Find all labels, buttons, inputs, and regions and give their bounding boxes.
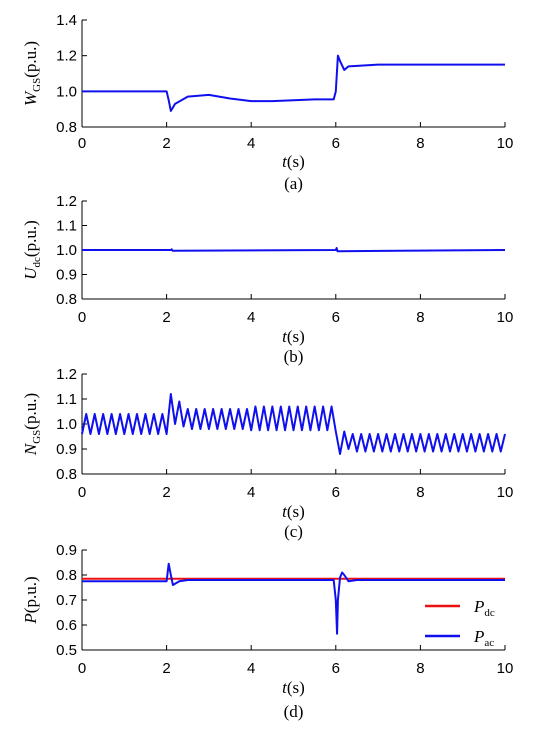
y-tick-label: 0.8 — [56, 466, 77, 483]
x-label-main: t — [282, 502, 288, 521]
y-label-main: U — [21, 266, 40, 280]
y-axis-label: WGS(p.u.) — [21, 41, 43, 106]
x-tick-label: 2 — [162, 135, 170, 152]
x-tick-label: 8 — [416, 660, 424, 677]
x-tick-label: 10 — [497, 309, 514, 326]
x-tick-label: 2 — [162, 309, 170, 326]
legend-sub: dc — [484, 607, 495, 619]
x-label-unit: (s) — [287, 152, 305, 171]
y-axis-label: NGS(p.u.) — [21, 393, 43, 456]
x-tick-label: 4 — [247, 660, 255, 677]
x-tick-label: 8 — [416, 484, 424, 501]
x-tick-label: 6 — [332, 660, 340, 677]
y-tick-label: 1.1 — [56, 391, 77, 408]
x-tick-label: 8 — [416, 309, 424, 326]
data-line — [82, 54, 505, 112]
x-tick-label: 0 — [78, 309, 86, 326]
x-tick-label: 10 — [497, 484, 514, 501]
y-label-main: P — [21, 613, 40, 624]
y-tick-label: 0.8 — [56, 567, 77, 584]
y-label-sub: dc — [31, 257, 43, 268]
y-tick-label: 0.9 — [56, 441, 77, 458]
y-label-sub: GS — [31, 430, 43, 444]
x-tick-label: 10 — [497, 135, 514, 152]
y-tick-label: 0.7 — [56, 592, 77, 609]
x-tick-label: 6 — [332, 484, 340, 501]
caption: (b) — [284, 347, 304, 366]
legend-sub: ac — [484, 637, 494, 649]
y-tick-label: 1.0 — [56, 416, 77, 433]
y-tick-label: 1.1 — [56, 218, 77, 235]
y-label-main: N — [21, 442, 40, 456]
y-axis-label: P(p.u.) — [21, 576, 40, 624]
x-tick-label: 4 — [247, 484, 255, 501]
x-axis-label: t(s) — [282, 152, 305, 171]
y-tick-label: 1.0 — [56, 83, 77, 100]
x-label-main: t — [282, 152, 288, 171]
legend-main: P — [473, 627, 484, 646]
x-tick-label: 10 — [497, 660, 514, 677]
y-tick-label: 0.9 — [56, 267, 77, 284]
x-label-unit: (s) — [287, 678, 305, 697]
legend-label: Pac — [473, 627, 494, 649]
y-tick-label: 0.5 — [56, 642, 77, 659]
x-tick-label: 0 — [78, 135, 86, 152]
y-tick-label: 1.2 — [56, 366, 77, 383]
caption: (a) — [284, 174, 303, 193]
caption: (c) — [284, 522, 303, 541]
y-label-main: W — [21, 90, 40, 106]
y-label-sub: GS — [31, 78, 43, 92]
caption: (d) — [284, 702, 304, 721]
x-label-main: t — [282, 678, 288, 697]
x-axis-label: t(s) — [282, 327, 305, 346]
x-axis-label: t(s) — [282, 502, 305, 521]
x-tick-label: 4 — [247, 309, 255, 326]
y-tick-label: 0.9 — [56, 542, 77, 559]
y-tick-label: 0.8 — [56, 119, 77, 136]
x-tick-label: 0 — [78, 484, 86, 501]
y-tick-label: 1.2 — [56, 48, 77, 65]
x-label-unit: (s) — [287, 502, 305, 521]
data-line — [82, 562, 505, 635]
x-tick-label: 4 — [247, 135, 255, 152]
y-label-unit: (p.u.) — [21, 576, 40, 613]
data-line — [82, 247, 506, 253]
y-label-unit: (p.u.) — [21, 393, 40, 430]
x-label-main: t — [282, 327, 288, 346]
x-tick-label: 6 — [332, 309, 340, 326]
y-label-unit: (p.u.) — [21, 220, 40, 257]
legend-main: P — [473, 597, 484, 616]
y-tick-label: 1.2 — [56, 193, 77, 210]
x-tick-label: 2 — [162, 660, 170, 677]
data-line — [81, 393, 506, 455]
y-axis-label: Udc(p.u.) — [21, 220, 43, 280]
x-tick-label: 0 — [78, 660, 86, 677]
y-tick-label: 1.4 — [56, 12, 77, 29]
x-tick-label: 2 — [162, 484, 170, 501]
x-tick-label: 8 — [416, 135, 424, 152]
y-tick-label: 1.0 — [56, 242, 77, 259]
legend-label: Pdc — [473, 597, 495, 619]
y-label-unit: (p.u.) — [21, 41, 40, 78]
y-tick-label: 0.6 — [56, 617, 77, 634]
x-tick-label: 6 — [332, 135, 340, 152]
x-label-unit: (s) — [287, 327, 305, 346]
x-axis-label: t(s) — [282, 678, 305, 697]
y-tick-label: 0.8 — [56, 291, 77, 308]
